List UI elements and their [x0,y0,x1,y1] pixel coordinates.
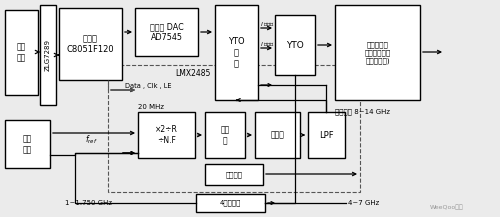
Text: 20 MHz: 20 MHz [138,104,164,110]
Text: $f_{ref}$: $f_{ref}$ [86,134,98,146]
Text: Data , Clk , LE: Data , Clk , LE [125,83,172,89]
Text: 鉴相
器: 鉴相 器 [220,125,230,145]
Text: $l$ 副线圈: $l$ 副线圈 [260,40,275,48]
Bar [5,10,38,95]
Text: ×2÷R
÷N.F: ×2÷R ÷N.F [155,125,178,145]
Bar [205,164,263,185]
Text: $l$ 主线圈: $l$ 主线圈 [260,20,275,28]
Bar [308,112,345,158]
Text: 后处理电路
二倍频、调制
驱动、放大): 后处理电路 二倍频、调制 驱动、放大) [364,41,390,64]
Bar [108,65,360,192]
Bar [40,5,56,105]
Text: 主线圈 DAC
AD7545: 主线圈 DAC AD7545 [150,22,184,42]
Text: 4分频电路: 4分频电路 [220,200,241,206]
Text: ZLG7289: ZLG7289 [45,39,51,71]
Bar [138,112,195,158]
Text: WeeQoo博库: WeeQoo博库 [430,204,464,210]
Text: 锁定指示: 锁定指示 [226,171,242,178]
Bar [135,8,198,56]
Bar [215,5,258,100]
Bar [5,120,50,168]
Text: 电荷泵: 电荷泵 [270,130,284,140]
Bar [205,112,245,158]
Text: LMX2485: LMX2485 [175,69,210,78]
Text: 参考
晶振: 参考 晶振 [23,134,32,154]
Text: 输出信号 8~14 GHz: 输出信号 8~14 GHz [335,108,390,115]
Text: LPF: LPF [319,130,334,140]
Text: YTO: YTO [286,41,304,49]
Bar [196,194,265,212]
Text: 键盘
显示: 键盘 显示 [17,43,26,62]
Bar [275,15,315,75]
Bar [59,8,122,80]
Text: 1~1.750 GHz: 1~1.750 GHz [65,200,112,206]
Bar [335,5,420,100]
Text: 4~7 GHz: 4~7 GHz [348,200,380,206]
Bar [255,112,300,158]
Text: 单片机
C8051F120: 单片机 C8051F120 [66,34,114,54]
Text: YTO
驱
动: YTO 驱 动 [228,37,245,68]
